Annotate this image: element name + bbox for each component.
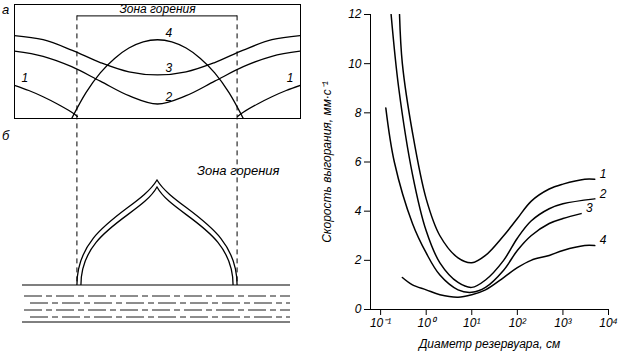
svg-text:4: 4 xyxy=(355,204,362,218)
svg-text:2: 2 xyxy=(354,253,362,267)
svg-text:12: 12 xyxy=(348,7,362,21)
svg-text:1: 1 xyxy=(600,167,607,181)
svg-text:2: 2 xyxy=(599,187,607,201)
svg-text:3: 3 xyxy=(586,201,593,215)
svg-text:10: 10 xyxy=(348,57,362,71)
svg-text:Диаметр резервуара, см: Диаметр резервуара, см xyxy=(417,337,560,351)
svg-text:0: 0 xyxy=(355,302,362,316)
svg-text:2: 2 xyxy=(165,90,173,104)
svg-text:4: 4 xyxy=(166,26,173,40)
svg-text:10²: 10² xyxy=(509,316,527,330)
svg-text:10¹: 10¹ xyxy=(463,316,480,330)
svg-text:б: б xyxy=(2,128,10,143)
svg-text:10³: 10³ xyxy=(554,316,572,330)
svg-text:4: 4 xyxy=(600,233,607,247)
svg-text:10⁻¹: 10⁻¹ xyxy=(370,316,391,330)
svg-text:10⁴: 10⁴ xyxy=(599,316,618,330)
svg-text:6: 6 xyxy=(355,155,362,169)
svg-text:Зона горения: Зона горения xyxy=(119,2,196,16)
svg-text:1: 1 xyxy=(22,71,29,85)
svg-text:3: 3 xyxy=(166,61,173,75)
svg-text:10⁰: 10⁰ xyxy=(418,316,438,330)
svg-text:8: 8 xyxy=(355,106,362,120)
svg-text:Зона горения: Зона горения xyxy=(197,163,280,178)
svg-text:1: 1 xyxy=(287,71,294,85)
svg-text:Скорость выгорания, мм·с⁻¹: Скорость выгорания, мм·с⁻¹ xyxy=(320,81,334,243)
svg-text:а: а xyxy=(2,2,9,17)
